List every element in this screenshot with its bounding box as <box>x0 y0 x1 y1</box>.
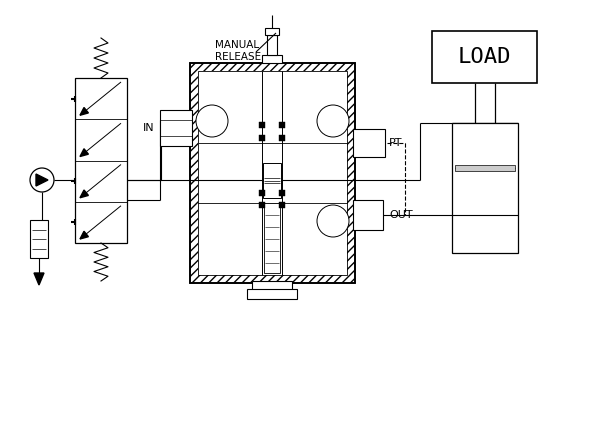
Bar <box>452 123 518 253</box>
Bar <box>160 110 192 146</box>
Bar <box>432 31 537 83</box>
Bar <box>265 28 279 35</box>
Bar <box>267 35 277 55</box>
Text: LOAD: LOAD <box>458 47 511 67</box>
Polygon shape <box>80 107 88 115</box>
Circle shape <box>196 105 228 137</box>
Text: PT: PT <box>389 138 403 148</box>
Bar <box>198 71 347 275</box>
Bar <box>30 220 48 258</box>
Bar <box>279 122 285 128</box>
Bar <box>259 190 265 196</box>
Bar <box>263 163 281 198</box>
Bar <box>198 71 347 275</box>
Bar <box>279 202 285 208</box>
Bar <box>252 281 292 291</box>
Bar <box>75 78 127 243</box>
Bar <box>353 129 385 157</box>
Bar <box>279 135 285 141</box>
Circle shape <box>317 105 349 137</box>
Polygon shape <box>80 231 88 239</box>
Bar <box>264 203 280 273</box>
Text: OUT: OUT <box>389 210 413 220</box>
Circle shape <box>30 168 54 192</box>
Bar <box>190 63 355 283</box>
Bar <box>353 200 383 230</box>
Bar <box>262 55 282 63</box>
Circle shape <box>317 205 349 237</box>
Text: MANUAL: MANUAL <box>215 40 259 50</box>
Text: IN: IN <box>143 123 155 133</box>
Polygon shape <box>80 190 88 198</box>
Bar <box>247 289 297 299</box>
Bar <box>455 165 515 171</box>
Bar <box>279 190 285 196</box>
Bar <box>259 202 265 208</box>
Text: RELEASE: RELEASE <box>215 52 261 62</box>
Polygon shape <box>34 273 44 285</box>
Bar <box>259 122 265 128</box>
Bar <box>190 63 355 283</box>
Polygon shape <box>36 174 48 186</box>
Polygon shape <box>80 149 88 156</box>
Bar <box>259 135 265 141</box>
